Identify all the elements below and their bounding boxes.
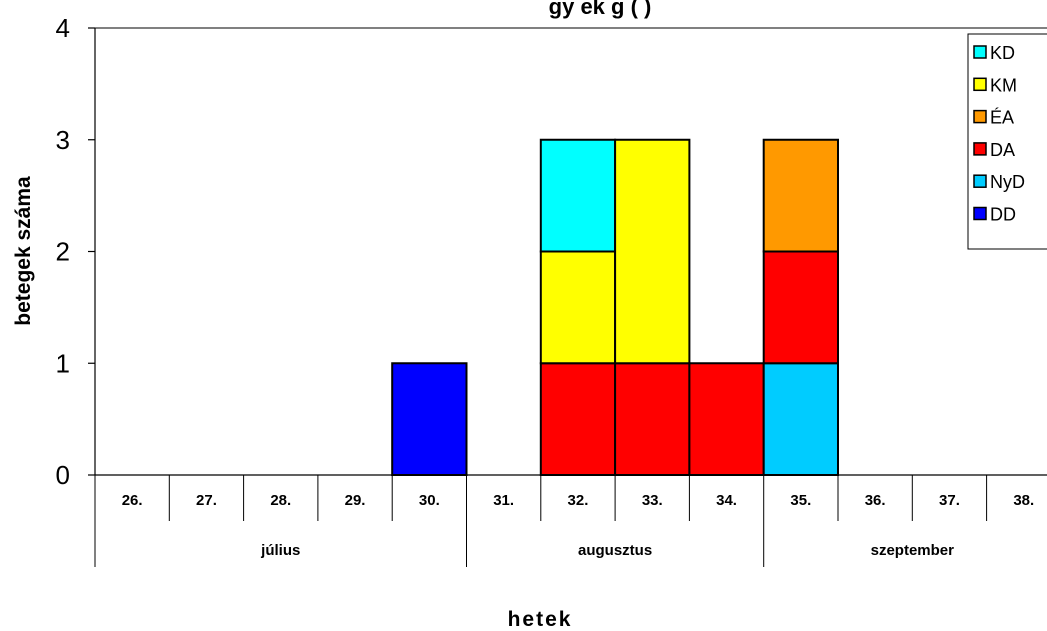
x-axis-title: hetek	[508, 608, 573, 631]
y-axis: 0 1 2 3 4	[56, 13, 96, 490]
legend-label: KM	[990, 75, 1017, 95]
bar-segment-km	[539, 250, 617, 365]
x-tick-label: 36.	[865, 492, 886, 509]
bar-segment-dd	[391, 362, 468, 476]
legend-swatch-kd	[973, 45, 987, 59]
x-tick-label: 37.	[939, 492, 960, 509]
x-tick-label: 33.	[642, 492, 663, 509]
legend-label: KD	[990, 43, 1015, 63]
month-label: augusztus	[578, 542, 652, 559]
legend-swatch-nyd	[973, 174, 987, 188]
y-tick-label: 1	[56, 348, 70, 378]
x-tick-label: 31.	[493, 492, 514, 509]
x-tick-label: 26.	[122, 492, 143, 509]
chart-title: gy ek g ( )	[549, 0, 652, 19]
legend: KD KM ÉA DA NyD DD	[967, 33, 1047, 250]
bar-segment-da	[762, 250, 840, 365]
x-tick-label: 38.	[1013, 492, 1034, 509]
month-label: szeptember	[871, 542, 955, 559]
y-tick-label: 0	[56, 460, 70, 490]
plot-area	[95, 27, 1047, 476]
bar-segment-kd	[539, 138, 617, 253]
x-tick-label: 34.	[716, 492, 737, 509]
legend-swatch-dd	[973, 206, 987, 221]
month-label: július	[260, 542, 300, 559]
x-tick-label: 29.	[345, 492, 366, 509]
x-tick-label: 30.	[419, 492, 440, 509]
y-axis-title: betegek száma	[12, 176, 35, 326]
bar-segment-da	[688, 362, 765, 476]
legend-swatch-km	[973, 77, 987, 92]
x-axis: 26. 27. 28. 29. 30. 31. 32. 33. 34. 35. 36. 37. 38. j…	[94, 474, 1047, 567]
bar-segment-nyd	[762, 362, 840, 476]
y-tick-label: 4	[56, 13, 70, 43]
legend-label: NyD	[990, 172, 1025, 192]
legend-label: ÉA	[990, 108, 1014, 128]
x-tick-label: 32.	[568, 492, 589, 509]
x-tick-label: 35.	[790, 492, 811, 509]
x-tick-label: 27.	[196, 492, 217, 509]
legend-label: DA	[990, 140, 1015, 160]
x-tick-label: 28.	[270, 492, 291, 509]
legend-swatch-da	[973, 142, 987, 156]
bar-segment-km	[614, 138, 691, 365]
bar-segment-éa	[762, 138, 840, 253]
y-tick-label: 2	[56, 237, 70, 267]
bar-segment-da	[614, 362, 691, 476]
bar-segment-da	[539, 362, 617, 476]
legend-swatch-éa	[973, 109, 987, 124]
legend-label: DD	[990, 205, 1016, 225]
y-tick-label: 3	[56, 125, 70, 155]
